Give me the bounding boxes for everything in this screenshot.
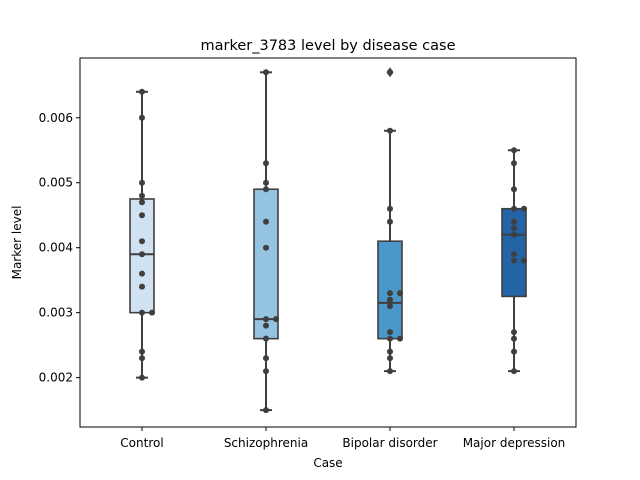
data-point bbox=[139, 251, 145, 258]
y-axis-label: Marker level bbox=[10, 206, 24, 280]
x-tick-label: Major depression bbox=[463, 436, 566, 450]
data-point bbox=[387, 329, 393, 336]
data-point bbox=[139, 283, 145, 290]
data-point bbox=[263, 186, 269, 193]
data-point bbox=[139, 355, 145, 362]
y-tick-label: 0.002 bbox=[39, 371, 73, 385]
data-point bbox=[397, 290, 403, 297]
data-point bbox=[149, 309, 155, 316]
data-point bbox=[511, 368, 517, 375]
box-3 bbox=[377, 67, 403, 373]
data-point bbox=[387, 69, 393, 76]
box-4 bbox=[501, 149, 527, 373]
iqr-box bbox=[377, 240, 403, 340]
y-tick-label: 0.005 bbox=[39, 176, 73, 190]
data-point bbox=[139, 199, 145, 206]
data-point bbox=[139, 179, 145, 186]
data-point bbox=[387, 205, 393, 212]
data-point bbox=[511, 225, 517, 232]
points-3 bbox=[387, 69, 403, 375]
data-point bbox=[387, 355, 393, 362]
data-point bbox=[263, 160, 269, 167]
data-point bbox=[511, 147, 517, 154]
data-point bbox=[387, 303, 393, 310]
data-point bbox=[387, 368, 393, 375]
plot-frame bbox=[79, 57, 577, 428]
data-point bbox=[263, 218, 269, 225]
data-point bbox=[387, 127, 393, 134]
data-point bbox=[139, 374, 145, 381]
data-point bbox=[139, 270, 145, 277]
points-4 bbox=[511, 147, 527, 375]
data-point bbox=[263, 322, 269, 329]
chart-title: marker_3783 level by disease case bbox=[201, 38, 456, 54]
data-point bbox=[387, 348, 393, 355]
y-tick-label: 0.006 bbox=[39, 111, 73, 125]
data-point bbox=[511, 186, 517, 193]
data-point bbox=[139, 114, 145, 121]
data-point bbox=[521, 257, 527, 264]
data-point bbox=[263, 407, 269, 414]
data-point bbox=[139, 88, 145, 95]
x-axis-label: Case bbox=[313, 456, 342, 470]
data-point bbox=[387, 296, 393, 303]
data-point bbox=[387, 218, 393, 225]
y-tick-label: 0.004 bbox=[39, 241, 73, 255]
data-point bbox=[387, 335, 393, 342]
data-point bbox=[263, 69, 269, 76]
data-point bbox=[139, 192, 145, 199]
points-1 bbox=[139, 88, 155, 381]
data-point bbox=[387, 290, 393, 297]
data-point bbox=[511, 335, 517, 342]
points-2 bbox=[263, 69, 279, 414]
plot-area: 0.002 0.003 0.004 0.005 0.006 Control Schizoph… bbox=[39, 67, 566, 450]
data-point bbox=[263, 355, 269, 362]
data-point bbox=[511, 251, 517, 258]
x-tick-label: Bipolar disorder bbox=[342, 436, 437, 450]
data-point bbox=[139, 212, 145, 219]
data-point bbox=[139, 309, 145, 316]
box-1 bbox=[129, 90, 155, 379]
data-point bbox=[397, 335, 403, 342]
y-tick-label: 0.003 bbox=[39, 306, 73, 320]
data-point bbox=[263, 179, 269, 186]
data-point bbox=[263, 368, 269, 375]
data-point bbox=[511, 218, 517, 225]
data-point bbox=[511, 329, 517, 336]
data-point bbox=[263, 335, 269, 342]
data-point bbox=[511, 348, 517, 355]
data-point bbox=[511, 205, 517, 212]
x-tick-label: Control bbox=[120, 436, 163, 450]
data-point bbox=[139, 238, 145, 245]
data-point bbox=[139, 348, 145, 355]
data-point bbox=[511, 231, 517, 238]
data-point bbox=[511, 160, 517, 167]
x-tick-label: Schizophrenia bbox=[224, 436, 308, 450]
data-point bbox=[521, 205, 527, 212]
data-point bbox=[263, 316, 269, 323]
data-point bbox=[263, 244, 269, 251]
data-point bbox=[273, 316, 279, 323]
data-point bbox=[511, 257, 517, 264]
